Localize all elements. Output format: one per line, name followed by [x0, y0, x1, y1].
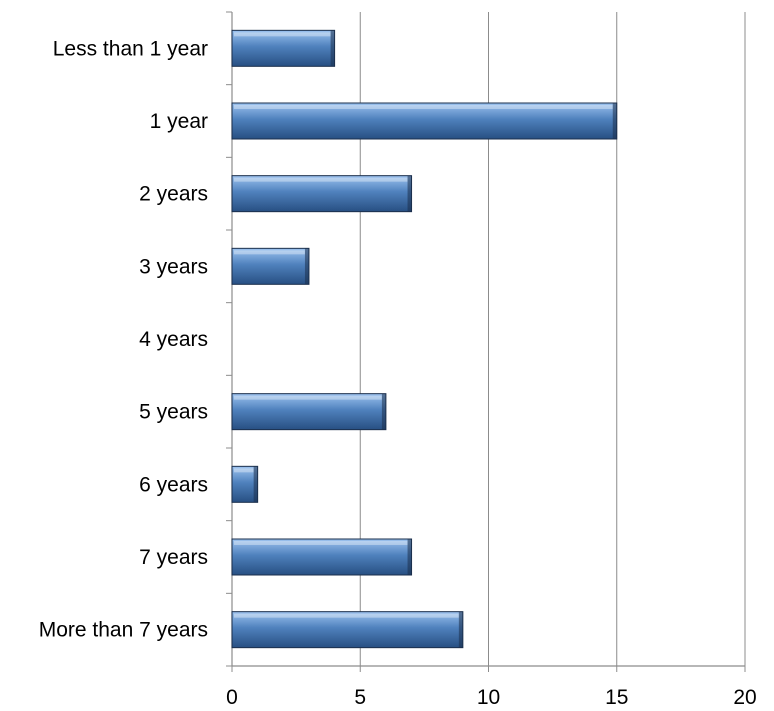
- category-label: 1 year: [150, 110, 208, 133]
- bar-7: [231, 538, 413, 576]
- bar-rect: [231, 175, 413, 213]
- bar-rect: [231, 611, 464, 649]
- x-tick-label: 15: [605, 686, 628, 709]
- bar-highlight: [234, 395, 382, 400]
- bars: [231, 29, 618, 649]
- bar-1: [231, 102, 618, 140]
- bar-6: [231, 465, 259, 503]
- x-tick-label: 20: [733, 686, 756, 709]
- category-label: 4 years: [139, 328, 208, 351]
- bar-end-cap: [458, 611, 463, 648]
- x-tick-label: 5: [354, 686, 366, 709]
- bar-5: [231, 393, 387, 431]
- x-tick-label: 0: [226, 686, 238, 709]
- bar-8: [231, 611, 464, 649]
- bar-highlight: [234, 541, 408, 545]
- bar-end-cap: [381, 393, 386, 430]
- bar-highlight: [234, 250, 305, 255]
- category-label: Less than 1 year: [53, 37, 208, 60]
- bar-end-cap: [407, 175, 412, 212]
- category-label: 3 years: [139, 255, 208, 278]
- bar-end-cap: [330, 30, 335, 67]
- bar-rect: [231, 465, 259, 503]
- bar-end-cap: [253, 466, 258, 503]
- category-label: 2 years: [139, 183, 208, 206]
- bar-2: [231, 175, 413, 213]
- bar-highlight: [234, 468, 254, 473]
- category-label: More than 7 years: [39, 619, 208, 642]
- category-label: 5 years: [139, 401, 208, 424]
- category-labels: Less than 1 year 1 year 2 years 3 years 4 ye…: [39, 37, 208, 641]
- bar-highlight: [234, 105, 613, 109]
- bar-highlight: [234, 613, 459, 618]
- x-tick-label: 10: [477, 686, 500, 709]
- bar-end-cap: [407, 539, 412, 575]
- bar-0: [231, 29, 336, 67]
- category-label: 7 years: [139, 546, 208, 569]
- bar-end-cap: [304, 248, 309, 285]
- bar-3: [231, 247, 310, 285]
- category-label: 6 years: [139, 473, 208, 496]
- bar-highlight: [234, 177, 408, 182]
- bar-rect: [231, 393, 387, 431]
- bar-highlight: [234, 32, 331, 37]
- bar-end-cap: [612, 103, 617, 139]
- x-tick-labels: 0 5 10 15 20: [226, 686, 757, 709]
- bar-rect: [231, 247, 310, 285]
